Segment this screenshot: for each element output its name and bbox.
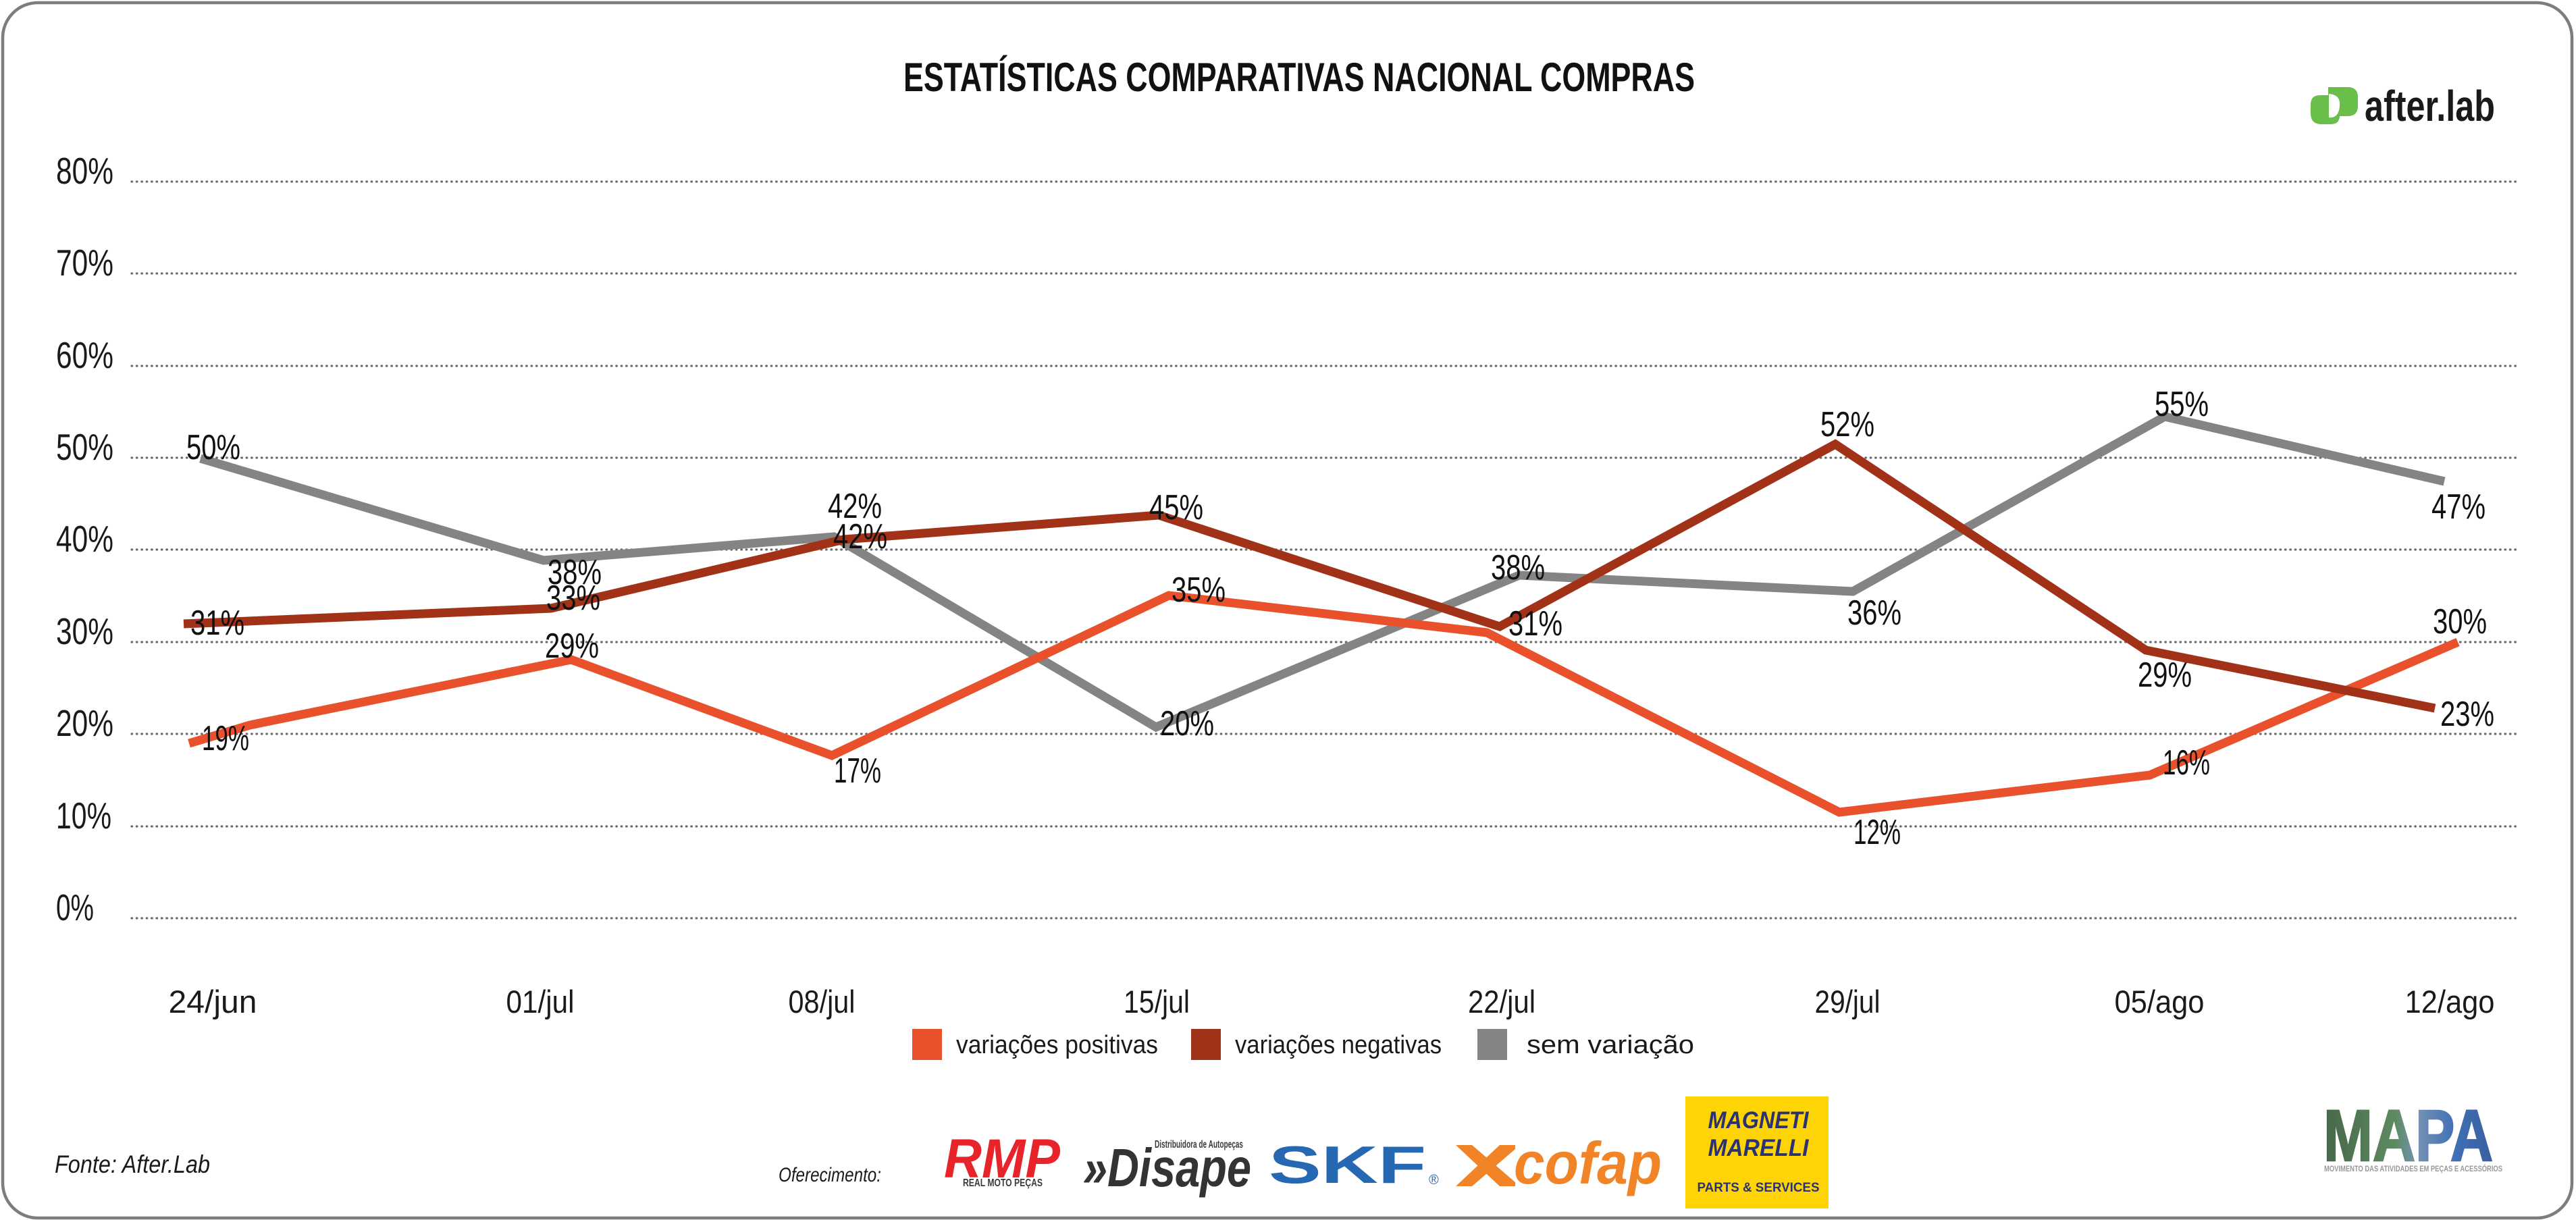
- svg-text:33%: 33%: [546, 579, 600, 618]
- svg-text:Distribuidora de Autopeças: Distribuidora de Autopeças: [1155, 1139, 1243, 1150]
- svg-text:MAGNETI: MAGNETI: [1708, 1107, 1810, 1134]
- svg-text:23%: 23%: [2440, 695, 2494, 734]
- svg-text:10%: 10%: [56, 795, 111, 837]
- svg-text:after.lab: after.lab: [2365, 82, 2495, 130]
- svg-text:52%: 52%: [1820, 405, 1874, 444]
- svg-text:50%: 50%: [186, 428, 240, 467]
- svg-text:20%: 20%: [1160, 704, 1214, 743]
- svg-text:70%: 70%: [56, 242, 113, 284]
- svg-text:05/ago: 05/ago: [2115, 984, 2205, 1019]
- svg-text:Disape: Disape: [1107, 1138, 1251, 1198]
- svg-text:17%: 17%: [834, 751, 881, 791]
- svg-text:08/jul: 08/jul: [789, 984, 856, 1019]
- svg-text:31%: 31%: [190, 604, 244, 643]
- svg-text:variações positivas: variações positivas: [956, 1031, 1158, 1059]
- svg-text:30%: 30%: [2433, 602, 2487, 641]
- svg-text:42%: 42%: [828, 487, 882, 526]
- svg-text:55%: 55%: [2155, 385, 2209, 424]
- svg-text:01/jul: 01/jul: [506, 984, 575, 1019]
- svg-text:RMP: RMP: [944, 1128, 1060, 1190]
- svg-text:SKF: SKF: [1269, 1135, 1426, 1194]
- svg-text:20%: 20%: [56, 702, 113, 744]
- svg-text:sem variação: sem variação: [1527, 1031, 1694, 1059]
- svg-text:80%: 80%: [56, 150, 113, 192]
- svg-text:36%: 36%: [1847, 593, 1901, 633]
- svg-text:REAL MOTO PEÇAS: REAL MOTO PEÇAS: [963, 1177, 1043, 1189]
- svg-text:12/ago: 12/ago: [2405, 984, 2495, 1019]
- svg-text:29%: 29%: [545, 627, 599, 666]
- svg-text:22/jul: 22/jul: [1468, 984, 1535, 1019]
- svg-text:MARELLI: MARELLI: [1708, 1135, 1810, 1161]
- svg-text:35%: 35%: [1172, 571, 1226, 610]
- svg-text:42%: 42%: [833, 517, 887, 556]
- svg-text:®: ®: [1429, 1173, 1439, 1188]
- svg-text:»: »: [1083, 1138, 1107, 1198]
- svg-text:variações negativas: variações negativas: [1235, 1031, 1442, 1059]
- svg-text:60%: 60%: [56, 334, 113, 376]
- svg-text:30%: 30%: [56, 610, 113, 652]
- svg-text:47%: 47%: [2432, 487, 2486, 527]
- svg-text:Oferecimento:: Oferecimento:: [779, 1164, 881, 1186]
- svg-text:Fonte: After.Lab: Fonte: After.Lab: [55, 1150, 210, 1178]
- svg-text:cofap: cofap: [1514, 1130, 1662, 1196]
- svg-text:19%: 19%: [202, 719, 249, 758]
- svg-text:PARTS & SERVICES: PARTS & SERVICES: [1698, 1181, 1820, 1195]
- svg-text:38%: 38%: [1491, 548, 1545, 587]
- svg-text:40%: 40%: [56, 518, 113, 560]
- svg-text:MAPA: MAPA: [2323, 1094, 2493, 1176]
- svg-text:29/jul: 29/jul: [1815, 984, 1881, 1019]
- svg-text:29%: 29%: [2138, 656, 2192, 695]
- svg-text:12%: 12%: [1854, 813, 1901, 852]
- svg-text:0%: 0%: [56, 886, 94, 928]
- svg-text:38%: 38%: [548, 553, 602, 592]
- svg-text:45%: 45%: [1149, 488, 1203, 527]
- svg-text:MOVIMENTO DAS ATIVIDADES EM PE: MOVIMENTO DAS ATIVIDADES EM PEÇAS E ACES…: [2324, 1165, 2502, 1173]
- svg-text:16%: 16%: [2163, 743, 2210, 783]
- svg-text:24/jun: 24/jun: [169, 984, 257, 1019]
- svg-text:50%: 50%: [56, 426, 113, 468]
- svg-text:31%: 31%: [1508, 604, 1562, 643]
- svg-text:15/jul: 15/jul: [1124, 984, 1190, 1019]
- svg-text:ESTATÍSTICAS COMPARATIVAS NACI: ESTATÍSTICAS COMPARATIVAS NACIONAL COMPR…: [903, 55, 1695, 100]
